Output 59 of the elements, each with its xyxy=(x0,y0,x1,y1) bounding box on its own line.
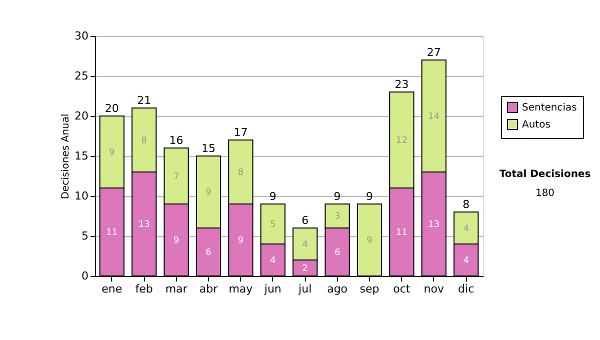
data-label: 6 xyxy=(206,248,212,258)
data-label: 4 xyxy=(270,256,276,266)
y-tick-label: 25 xyxy=(74,70,88,82)
x-tick-label: nov xyxy=(424,282,444,296)
y-tick-label: 30 xyxy=(74,30,88,42)
total-label: 9 xyxy=(334,190,341,203)
text: Total Decisiones xyxy=(499,169,591,180)
total-label: 20 xyxy=(104,102,119,115)
total-label: 21 xyxy=(137,94,152,107)
data-label: 4 xyxy=(302,240,308,250)
data-label: 8 xyxy=(238,168,244,178)
data-label: 9 xyxy=(366,236,373,246)
y-tick-label: 5 xyxy=(82,230,88,242)
y-axis-title: Decisiones Anual xyxy=(60,114,72,200)
x-tick-label: feb xyxy=(135,282,153,296)
legend-label: Sentencias xyxy=(522,102,577,114)
total-label: 6 xyxy=(302,214,309,227)
total-label: 16 xyxy=(169,134,184,147)
x-tick-label: abr xyxy=(199,282,218,296)
x-tick-label: jun xyxy=(263,282,282,296)
x-tick-label: ene xyxy=(102,282,122,296)
data-label: 4 xyxy=(463,224,470,234)
data-label: 9 xyxy=(109,148,116,158)
x-tick-label: may xyxy=(228,282,254,296)
x-tick-label: sep xyxy=(360,282,380,296)
x-tick-label: jul xyxy=(298,282,312,296)
y-tick-label: 0 xyxy=(82,270,88,282)
data-label: 8 xyxy=(141,136,148,146)
data-label: 9 xyxy=(206,188,212,198)
x-tick-label: dic xyxy=(458,282,474,296)
data-label: 13 xyxy=(428,220,440,230)
x-tick-label: ago xyxy=(327,282,348,296)
y-tick-label: 10 xyxy=(74,190,88,202)
data-label: 9 xyxy=(238,236,244,246)
total-label: 15 xyxy=(202,142,216,155)
y-tick-label: 15 xyxy=(74,150,88,162)
total-label: 9 xyxy=(366,190,373,203)
data-label: 6 xyxy=(334,248,340,258)
total-label: 8 xyxy=(462,198,470,211)
data-label: 7 xyxy=(173,172,180,182)
data-label: 11 xyxy=(106,228,118,238)
y-tick-label: 20 xyxy=(74,110,88,122)
data-label: 14 xyxy=(428,112,440,122)
x-tick-label: mar xyxy=(165,282,188,296)
data-label: 4 xyxy=(463,256,470,266)
x-tick-label: oct xyxy=(393,282,411,296)
data-label: 13 xyxy=(138,220,150,230)
data-label: 3 xyxy=(334,212,340,222)
data-label: 2 xyxy=(302,264,308,274)
total-label: 9 xyxy=(269,190,276,203)
text: 180 xyxy=(535,188,555,199)
data-label: 11 xyxy=(396,228,408,238)
data-label: 9 xyxy=(173,236,180,246)
total-label: 23 xyxy=(394,78,409,91)
total-label: 17 xyxy=(234,126,248,139)
legend-label: Autos xyxy=(522,120,550,130)
data-label: 5 xyxy=(270,220,276,230)
total-label: 27 xyxy=(426,46,441,59)
data-label: 12 xyxy=(396,136,408,146)
